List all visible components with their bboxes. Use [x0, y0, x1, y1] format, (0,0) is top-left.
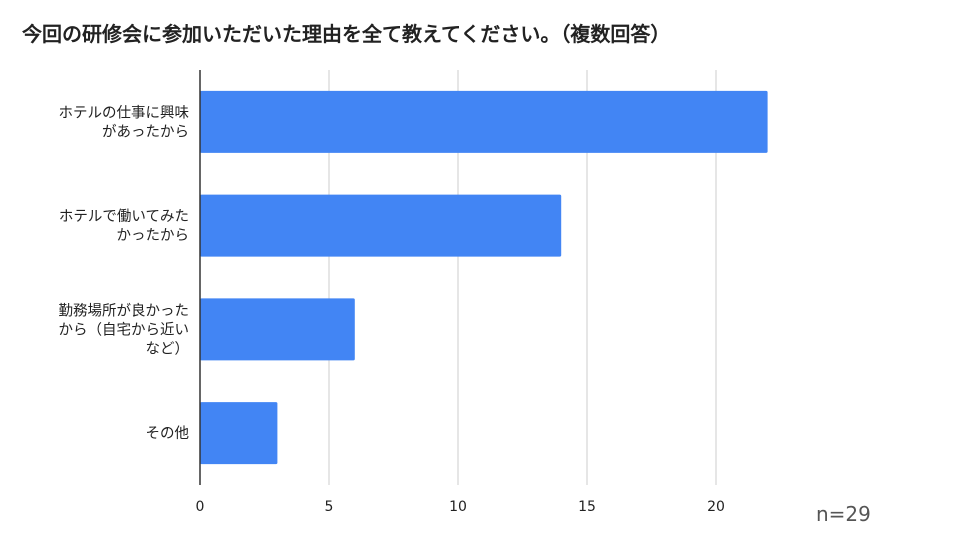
chart-title: 今回の研修会に参加いただいた理由を全て教えてください。（複数回答） [22, 22, 671, 46]
bar [200, 90, 768, 153]
bar [200, 298, 355, 361]
x-tick-label: 15 [578, 499, 596, 515]
bar [200, 402, 278, 465]
category-label: ホテルで働いてみたかったから [59, 208, 189, 244]
x-tick-label: 5 [325, 499, 334, 515]
bars [200, 90, 768, 465]
x-tick-label: 10 [449, 499, 467, 515]
category-label: ホテルの仕事に興味があったから [59, 104, 190, 140]
x-tick-label: 20 [707, 499, 725, 515]
category-labels: ホテルの仕事に興味があったからホテルで働いてみたかったから勤務場所が良かったから… [59, 104, 190, 442]
bar [200, 194, 562, 257]
x-tick-label: 0 [196, 499, 205, 515]
category-label: 勤務場所が良かったから（自宅から近いなど） [59, 302, 190, 357]
tick-labels: 0 5 10 15 20 [196, 499, 725, 515]
category-label: その他 [146, 425, 190, 442]
sample-size-note: n=29 [816, 502, 871, 526]
